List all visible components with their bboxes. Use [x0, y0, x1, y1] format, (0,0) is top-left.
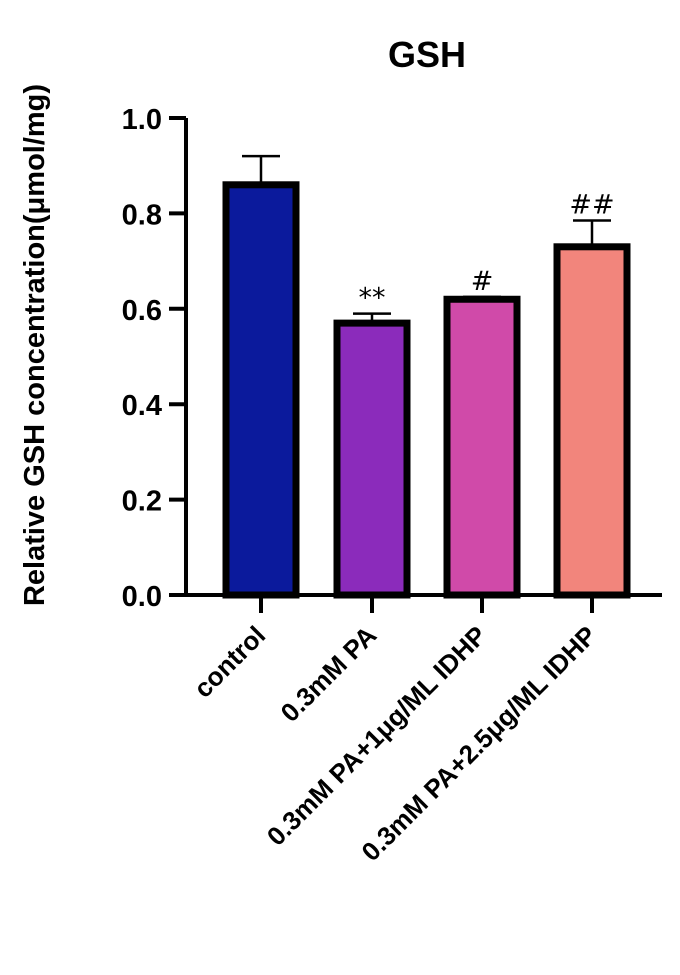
bar-1 [222, 154, 300, 599]
x-tick-label: 0.3mM PA+1μg/ML IDHP [261, 620, 493, 852]
y-tick-label: 0.8 [122, 199, 162, 231]
y-tick-label: 1.0 [122, 104, 162, 136]
bar-rect [553, 243, 631, 599]
x-tick-label: 0.3mM PA+2.5μg/ML IDHP [355, 620, 602, 867]
significance-marker: ** [359, 283, 386, 314]
y-tick-label: 0.4 [122, 390, 162, 422]
x-tick-label: control [188, 620, 272, 704]
x-tick-label: 0.3mM PA [275, 620, 383, 728]
bar-rect [222, 181, 300, 599]
y-axis: 0.0 0.2 0.4 0.6 0.8 1.0 [122, 104, 188, 613]
bar-rect [443, 295, 521, 599]
y-tick-label: 0.0 [122, 581, 162, 613]
chart-title: GSH [388, 34, 466, 75]
significance-marker: ## [569, 190, 614, 221]
y-axis-label: Relative GSH concentration(μmol/mg) [19, 84, 51, 606]
bar-2: ** [333, 283, 411, 599]
y-tick-label: 0.2 [122, 486, 162, 518]
bars-group: **### [222, 154, 631, 599]
y-tick-label: 0.6 [122, 295, 162, 327]
bar-3: # [443, 266, 521, 599]
bar-4: ## [553, 190, 631, 599]
bar-rect [333, 319, 411, 599]
x-axis: control 0.3mM PA0.3mM PA+1μg/ML IDHP0.3mM… [184, 593, 662, 867]
significance-marker: # [471, 266, 494, 297]
